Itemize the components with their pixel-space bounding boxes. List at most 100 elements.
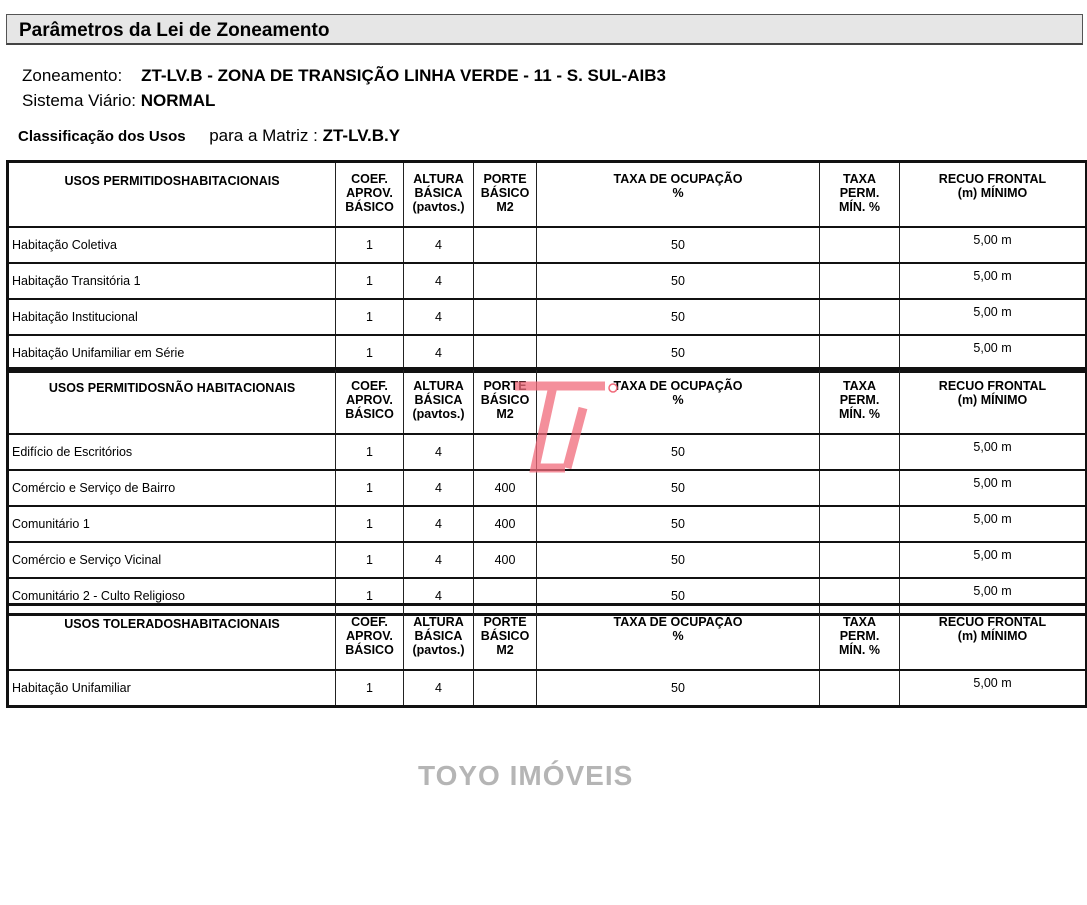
header-line: ALTURA bbox=[413, 172, 464, 186]
table-cell bbox=[473, 262, 537, 300]
header-line: PERM. bbox=[839, 393, 880, 407]
header-line: BÁSICO bbox=[345, 407, 394, 421]
header-line: BÁSICO bbox=[480, 393, 530, 407]
table-cell: Comércio e Serviço Vicinal bbox=[7, 541, 336, 579]
table-cell: 50 bbox=[536, 262, 820, 300]
zoneamento-value: ZT-LV.B - ZONA DE TRANSIÇÃO LINHA VERDE … bbox=[141, 66, 666, 85]
table-cell: 4 bbox=[403, 334, 474, 372]
table-cell bbox=[473, 298, 537, 336]
table-row: Habitação Unifamiliar 1 4 50 5,00 m bbox=[7, 669, 1087, 707]
table-cell: Edifício de Escritórios bbox=[7, 433, 336, 471]
table-cell: 4 bbox=[403, 505, 474, 543]
table-cell: 1 bbox=[335, 262, 404, 300]
column-header-altura: ALTURA BÁSICA (pavtos.) bbox=[403, 161, 474, 228]
table-cell: 5,00 m bbox=[899, 226, 1087, 264]
table-cell: 400 bbox=[473, 541, 537, 579]
page-title: Parâmetros da Lei de Zoneamento bbox=[19, 20, 330, 41]
table-cell: 400 bbox=[473, 469, 537, 507]
table-cell: 5,00 m bbox=[899, 669, 1087, 707]
table-cell: 5,00 m bbox=[899, 262, 1087, 300]
table-cell: 50 bbox=[536, 298, 820, 336]
table-cell bbox=[473, 226, 537, 264]
matriz-value: ZT-LV.B.Y bbox=[322, 126, 401, 145]
sistema-viario-label: Sistema Viário: bbox=[22, 91, 137, 110]
column-header-perm: TAXA PERM. MÍN. % bbox=[819, 604, 900, 671]
table-header: USOS PERMITIDOSHABITACIONAIS COEF. APROV. B… bbox=[7, 161, 1087, 228]
column-header-coef: COEF. APROV. BÁSICO bbox=[335, 368, 404, 435]
table-row: Comércio e Serviço de Bairro 1 4 400 50 5,00 … bbox=[7, 469, 1087, 507]
table-cell: 1 bbox=[335, 433, 404, 471]
header-line: (pavtos.) bbox=[412, 643, 465, 657]
header-line: % bbox=[672, 393, 684, 407]
table-cell: 50 bbox=[536, 433, 820, 471]
table-cell: 1 bbox=[335, 541, 404, 579]
uses-table: USOS TOLERADOSHABITACIONAIS COEF. APROV. BÁ… bbox=[6, 603, 1087, 708]
table-cell: 50 bbox=[536, 669, 820, 707]
header-line: TAXA bbox=[842, 172, 877, 186]
table-cell: 5,00 m bbox=[899, 433, 1087, 471]
table-cell: Comércio e Serviço de Bairro bbox=[7, 469, 336, 507]
column-header-recuo: RECUO FRONTAL (m) MÍNIMO bbox=[899, 161, 1087, 228]
table-cell bbox=[473, 669, 537, 707]
table-row: Habitação Unifamiliar em Série 1 4 50 5,00 m bbox=[7, 334, 1087, 372]
table-cell: 4 bbox=[403, 262, 474, 300]
column-header-taxa: TAXA DE OCUPAÇÃO% bbox=[536, 604, 820, 671]
table-cell: 5,00 m bbox=[899, 541, 1087, 579]
table-row: Edifício de Escritórios 1 4 50 5,00 m bbox=[7, 433, 1087, 471]
table-cell: 1 bbox=[335, 469, 404, 507]
header-line: PORTE bbox=[483, 172, 527, 186]
table-cell: Habitação Transitória 1 bbox=[7, 262, 336, 300]
table-cell: 1 bbox=[335, 226, 404, 264]
header-line: BÁSICO bbox=[480, 186, 530, 200]
header-line: TAXA bbox=[842, 615, 877, 629]
classificacao-line: Classificação dos Usos para a Matriz : Z… bbox=[18, 126, 400, 146]
header-line: COEF. bbox=[351, 172, 388, 186]
table-cell bbox=[819, 433, 900, 471]
header-line: BÁSICO bbox=[345, 643, 394, 657]
uses-table: USOS PERMITIDOSNÃO HABITACIONAIS COEF. APR… bbox=[6, 367, 1087, 616]
column-header-altura: ALTURA BÁSICA (pavtos.) bbox=[403, 604, 474, 671]
table-cell bbox=[819, 334, 900, 372]
zoneamento-line: Zoneamento: ZT-LV.B - ZONA DE TRANSIÇÃO … bbox=[22, 66, 666, 86]
table-cell: 400 bbox=[473, 505, 537, 543]
matriz-label: para a Matriz : bbox=[209, 126, 318, 145]
table-row: Comércio e Serviço Vicinal 1 4 400 50 5,00 m bbox=[7, 541, 1087, 579]
table-cell: 50 bbox=[536, 541, 820, 579]
table-cell bbox=[819, 541, 900, 579]
table-cell: 1 bbox=[335, 669, 404, 707]
watermark-text: TOYO IMÓVEIS bbox=[418, 760, 634, 791]
header-line: BÁSICA bbox=[414, 629, 463, 643]
table-cell: 4 bbox=[403, 298, 474, 336]
header-line: (pavtos.) bbox=[412, 407, 465, 421]
header-line: MÍN. % bbox=[839, 407, 880, 421]
table-cell: 50 bbox=[536, 505, 820, 543]
table-cell: 1 bbox=[335, 334, 404, 372]
table-cell: Comunitário 1 bbox=[7, 505, 336, 543]
table-cell: 4 bbox=[403, 433, 474, 471]
header-line: PORTE bbox=[483, 379, 527, 393]
header-line: M2 bbox=[496, 200, 514, 214]
table-title: USOS PERMITIDOSNÃO HABITACIONAIS bbox=[7, 368, 336, 435]
header-line: PERM. bbox=[839, 186, 880, 200]
header-line: TAXA DE OCUPAÇÃO bbox=[613, 615, 743, 629]
classificacao-label: Classificação dos Usos bbox=[18, 128, 186, 145]
table-cell: 4 bbox=[403, 541, 474, 579]
table-cell: Habitação Coletiva bbox=[7, 226, 336, 264]
header-line: APROV. bbox=[346, 186, 393, 200]
column-header-porte: PORTE BÁSICO M2 bbox=[473, 368, 537, 435]
column-header-porte: PORTE BÁSICO M2 bbox=[473, 161, 537, 228]
header-line: BÁSICA bbox=[414, 186, 463, 200]
table-header: USOS PERMITIDOSNÃO HABITACIONAIS COEF. APR… bbox=[7, 368, 1087, 435]
header-line: ALTURA bbox=[413, 379, 464, 393]
header-line: (pavtos.) bbox=[412, 200, 465, 214]
table-cell: 5,00 m bbox=[899, 469, 1087, 507]
column-header-porte: PORTE BÁSICO M2 bbox=[473, 604, 537, 671]
table-cell bbox=[819, 669, 900, 707]
header-line: MÍN. % bbox=[839, 200, 880, 214]
header-line: COEF. bbox=[351, 615, 388, 629]
table-cell bbox=[819, 505, 900, 543]
header-line: BÁSICO bbox=[345, 200, 394, 214]
header-line: (m) MÍNIMO bbox=[957, 629, 1028, 643]
header-line: % bbox=[672, 629, 684, 643]
table-cell: 4 bbox=[403, 469, 474, 507]
